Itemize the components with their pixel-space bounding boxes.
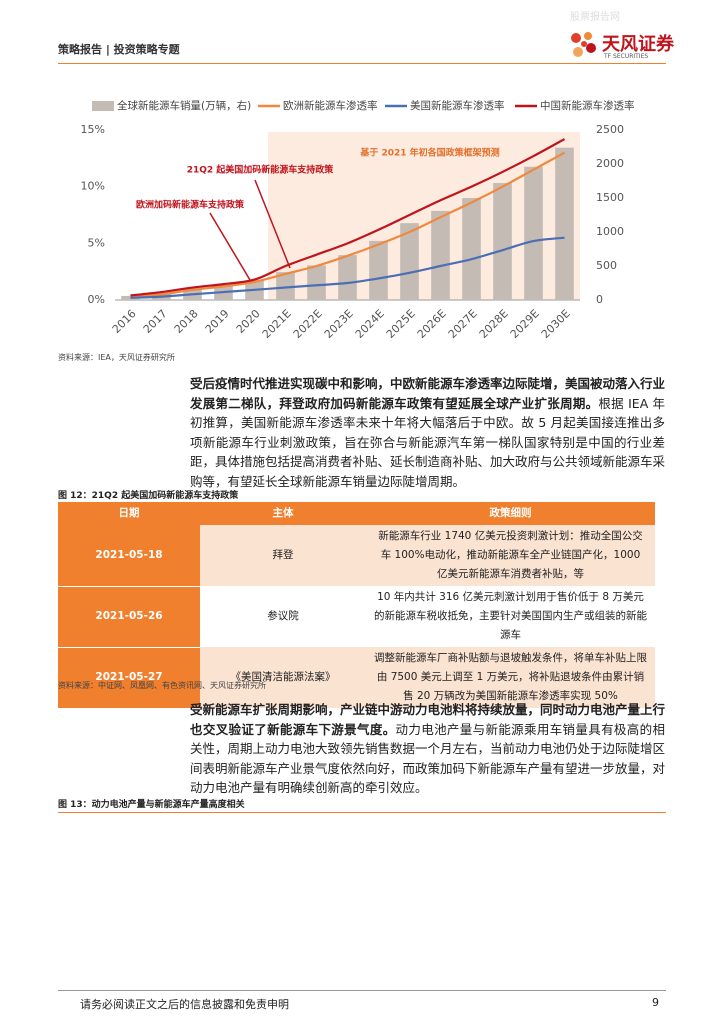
line bbox=[130, 151, 566, 298]
page-number: 9 bbox=[652, 996, 659, 1009]
bar bbox=[462, 198, 481, 300]
y-tick-label: 15% bbox=[81, 123, 105, 136]
x-tick-label: 2016 bbox=[110, 307, 139, 336]
x-tick-label: 2018 bbox=[172, 307, 201, 336]
x-tick-label: 2019 bbox=[203, 307, 232, 336]
logo-sub: TF SECURITIES bbox=[604, 53, 649, 60]
x-tick-label: 2027E bbox=[446, 307, 480, 341]
x-tick-label: 2030E bbox=[539, 307, 573, 341]
table-header: 主体 bbox=[200, 502, 366, 525]
bar bbox=[431, 210, 450, 300]
bar bbox=[121, 295, 140, 300]
table-cell: 2021-05-26 bbox=[58, 586, 200, 648]
annotation: 欧洲加码新能源车支持政策 bbox=[136, 199, 245, 211]
y2-tick-label: 2000 bbox=[596, 157, 624, 170]
paragraph-lead: 受后疫情时代推进实现碳中和影响，中欧新能源车渗透率边际陡增，美国被动落入行业发展… bbox=[190, 376, 666, 411]
line bbox=[130, 236, 565, 299]
legend-label: 全球新能源车销量(万辆，右) bbox=[117, 99, 251, 112]
logo-text: 天风证券 bbox=[602, 34, 674, 55]
paragraph-text: 根据 IEA 年初推算，美国新能源车渗透率未来十年将大幅落后于中欧。故 5 月起… bbox=[190, 395, 666, 489]
bar bbox=[276, 272, 295, 300]
table-cell: 调整新能源车厂商补贴额与退坡触发条件，将单车补贴上限由 7500 美元上调至 1… bbox=[366, 647, 655, 708]
annotation: 21Q2 起美国加码新能源车支持政策 bbox=[187, 164, 335, 176]
bar bbox=[493, 183, 512, 300]
x-tick-label: 2026E bbox=[415, 307, 449, 341]
bar bbox=[555, 147, 574, 300]
caption-rule bbox=[58, 812, 666, 813]
x-tick-label: 2029E bbox=[508, 307, 542, 341]
y-tick-label: 10% bbox=[81, 180, 105, 193]
x-tick-label: 2028E bbox=[477, 307, 511, 341]
logo-icon bbox=[571, 32, 596, 57]
line bbox=[130, 138, 566, 297]
x-tick-label: 2020 bbox=[234, 307, 263, 336]
annotation: 基于 2021 年初各国政策框架预测 bbox=[359, 147, 499, 159]
chart-source: 资料来源：IEA，天风证券研究所 bbox=[58, 353, 175, 362]
bar bbox=[369, 240, 388, 300]
figure-caption: 图 12：21Q2 起美国加码新能源车支持政策 bbox=[58, 491, 239, 501]
legend-swatch bbox=[92, 101, 114, 111]
y-tick-label: 5% bbox=[88, 236, 105, 249]
table-cell: 2021-05-27 bbox=[58, 647, 200, 709]
bar bbox=[400, 223, 419, 300]
table-cell: 2021-05-18 bbox=[58, 525, 200, 587]
y2-tick-label: 2500 bbox=[596, 123, 624, 136]
legend-label: 美国新能源车渗透率 bbox=[410, 99, 505, 112]
bar bbox=[338, 255, 357, 300]
y-tick-label: 0% bbox=[88, 293, 105, 306]
y2-tick-label: 1000 bbox=[596, 225, 624, 238]
bar bbox=[307, 265, 326, 300]
footer-disclaimer: 请务必阅读正文之后的信息披露和免责申明 bbox=[80, 998, 289, 1011]
footer-rule bbox=[58, 990, 666, 991]
x-tick-label: 2017 bbox=[141, 307, 170, 336]
y2-tick-label: 500 bbox=[596, 259, 617, 272]
table-header: 政策细则 bbox=[366, 502, 655, 525]
header-rule bbox=[58, 63, 666, 64]
watermark: 股票报告网 bbox=[570, 12, 620, 23]
x-tick-label: 2024E bbox=[353, 307, 387, 341]
table-cell: 《美国清洁能源法案》 bbox=[200, 647, 366, 708]
bar bbox=[524, 166, 543, 300]
table-source: 资料来源：中证网、凤凰网、有色资讯网、天风证券研究所 bbox=[58, 681, 266, 690]
policy-table: 日期 主体 政策细则 2021-05-18 拜登 新能源车行业 1740 亿美元投资刺激… bbox=[58, 502, 655, 709]
x-tick-label: 2022E bbox=[291, 307, 325, 341]
annotation-arrow bbox=[254, 179, 291, 269]
annotation-arrow bbox=[209, 212, 251, 281]
x-tick-label: 2021E bbox=[260, 307, 294, 341]
table-cell: 参议院 bbox=[267, 610, 299, 622]
legend-label: 欧洲新能源车渗透率 bbox=[283, 99, 378, 112]
paragraph: 受后疫情时代推进实现碳中和影响，中欧新能源车渗透率边际陡增，美国被动落入行业发展… bbox=[190, 374, 665, 491]
table-cell: 新能源车行业 1740 亿美元投资刺激计划：推动全国公交车 100%电动化，推动… bbox=[366, 525, 655, 586]
table-cell: 拜登 bbox=[200, 525, 366, 586]
y2-tick-label: 0 bbox=[596, 293, 603, 306]
header-title: 策略报告 | 投资策略专题 bbox=[58, 43, 180, 56]
y2-tick-label: 1500 bbox=[596, 191, 624, 204]
x-tick-label: 2023E bbox=[322, 307, 356, 341]
paragraph-text: 动力电池产量与新能源乘用车销量具有极高的相关性，周期上动力电池大致领先销售数据一… bbox=[190, 721, 666, 796]
figure-caption: 图 13：动力电池产量与新能源车产量高度相关 bbox=[58, 800, 245, 810]
table-header: 日期 bbox=[58, 502, 200, 525]
paragraph: 受新能源车扩张周期影响，产业链中游动力电池料将持续放量，同时动力电池产量上行也交… bbox=[190, 700, 665, 798]
table-cell: 10 年内共计 316 亿美元刺激计划用于售价低于 8 万美元的新能源车税收抵免… bbox=[374, 591, 647, 641]
legend-label: 中国新能源车渗透率 bbox=[540, 99, 635, 112]
x-tick-label: 2025E bbox=[384, 307, 418, 341]
paragraph-lead: 受新能源车扩张周期影响，产业链中游动力电池料将持续放量，同时动力电池产量上行也交… bbox=[190, 702, 666, 737]
